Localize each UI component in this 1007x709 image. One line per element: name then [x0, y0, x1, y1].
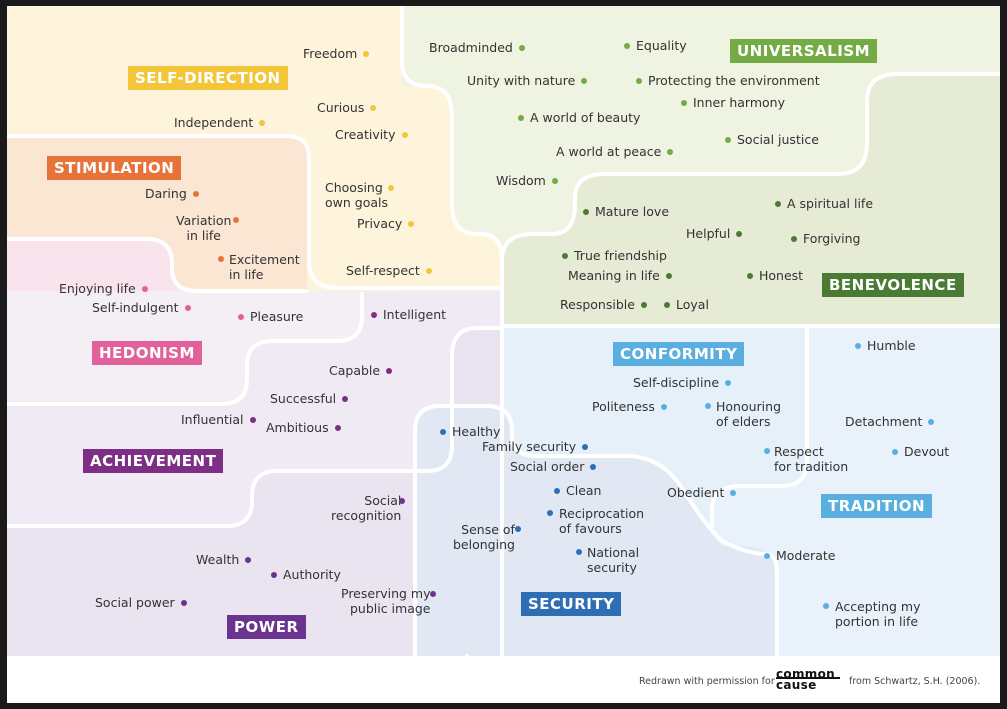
value-self-indulgent: Self-indulgent	[92, 300, 191, 315]
value-excitement-in-life: Excitement in life	[218, 252, 300, 282]
value-social-order: Social order	[510, 459, 597, 474]
value-clean: Clean	[554, 483, 601, 498]
value-variation-in-life: Variation in life	[176, 213, 239, 243]
category-self-direction: SELF-DIRECTION	[128, 66, 288, 90]
value-wealth: Wealth	[196, 552, 252, 567]
region-self-direction-lower	[307, 86, 502, 288]
value-protecting-environment: Protecting the environment	[636, 73, 820, 88]
value-devout: Devout	[892, 444, 949, 459]
value-wisdom: Wisdom	[496, 173, 558, 188]
value-social-recognition: Social recognition	[331, 493, 405, 523]
value-enjoying-life: Enjoying life	[59, 281, 148, 296]
value-social-power: Social power	[95, 595, 187, 610]
category-conformity: CONFORMITY	[613, 342, 745, 366]
value-accepting-my-portion: Accepting my portion in life	[823, 599, 920, 629]
region-benevolence	[502, 74, 1000, 326]
value-reciprocation-of-favours: Reciprocation of favours	[547, 506, 644, 536]
value-obedient: Obedient	[667, 485, 737, 500]
value-moderate: Moderate	[764, 548, 835, 563]
value-humble: Humble	[855, 338, 916, 353]
value-mature-love: Mature love	[583, 204, 669, 219]
value-detachment: Detachment	[845, 414, 935, 429]
region-hedonism	[7, 239, 502, 296]
region-tradition	[712, 326, 1000, 656]
value-spiritual-life: A spiritual life	[775, 196, 873, 211]
value-choosing-own-goals: Choosing own goals	[325, 180, 394, 210]
value-authority: Authority	[271, 567, 341, 582]
category-tradition: TRADITION	[821, 494, 933, 518]
value-unity-with-nature: Unity with nature	[467, 73, 588, 88]
value-privacy: Privacy	[357, 216, 415, 231]
category-universalism: UNIVERSALISM	[730, 39, 878, 63]
value-pleasure: Pleasure	[238, 309, 303, 324]
value-preserving-public-image: Preserving my public image	[341, 586, 436, 616]
value-independent: Independent	[174, 115, 266, 130]
value-loyal: Loyal	[664, 297, 709, 312]
category-hedonism: HEDONISM	[92, 341, 202, 365]
value-honouring-of-elders: Honouring of elders	[705, 399, 781, 429]
value-honest: Honest	[747, 268, 803, 283]
value-true-friendship: True friendship	[562, 248, 667, 263]
value-influential: Influential	[181, 412, 256, 427]
region-power	[7, 326, 502, 656]
region-security	[415, 406, 777, 656]
category-benevolence: BENEVOLENCE	[822, 273, 964, 297]
value-world-at-peace: A world at peace	[556, 144, 674, 159]
category-power: POWER	[227, 615, 306, 639]
category-security: SECURITY	[521, 592, 622, 616]
value-social-justice: Social justice	[725, 132, 819, 147]
value-curious: Curious	[317, 100, 377, 115]
value-responsible: Responsible	[560, 297, 647, 312]
value-daring: Daring	[145, 186, 199, 201]
value-regions	[7, 6, 1000, 658]
value-politeness: Politeness	[592, 399, 667, 414]
category-stimulation: STIMULATION	[47, 156, 182, 180]
value-equality: Equality	[624, 38, 687, 53]
value-national-security: National security	[576, 545, 639, 575]
value-inner-harmony: Inner harmony	[681, 95, 785, 110]
value-healthy: Healthy	[440, 424, 500, 439]
value-creativity: Creativity	[335, 127, 408, 142]
common-cause-logo: common cause	[774, 667, 842, 693]
source-citation: from Schwartz, S.H. (2006).	[849, 676, 981, 687]
value-self-respect: Self-respect	[346, 263, 432, 278]
value-forgiving: Forgiving	[791, 231, 860, 246]
value-helpful: Helpful	[686, 226, 743, 241]
value-meaning-in-life: Meaning in life	[568, 268, 672, 283]
value-respect-for-tradition: Respect for tradition	[764, 444, 848, 474]
value-freedom: Freedom	[303, 46, 370, 61]
value-family-security: Family security	[482, 439, 589, 454]
value-sense-of-belonging: Sense of belonging	[453, 522, 521, 552]
value-broadminded: Broadminded	[429, 40, 525, 55]
value-ambitious: Ambitious	[266, 420, 341, 435]
category-achievement: ACHIEVEMENT	[83, 449, 224, 473]
value-intelligent: Intelligent	[371, 307, 446, 322]
value-self-discipline: Self-discipline	[633, 375, 732, 390]
credit-text: Redrawn with permission for	[639, 676, 775, 687]
diagram-frame: SELF-DIRECTION STIMULATION HEDONISM ACHI…	[7, 6, 1000, 703]
value-world-of-beauty: A world of beauty	[518, 110, 640, 125]
footer	[7, 656, 1000, 703]
value-capable: Capable	[329, 363, 393, 378]
value-successful: Successful	[270, 391, 349, 406]
